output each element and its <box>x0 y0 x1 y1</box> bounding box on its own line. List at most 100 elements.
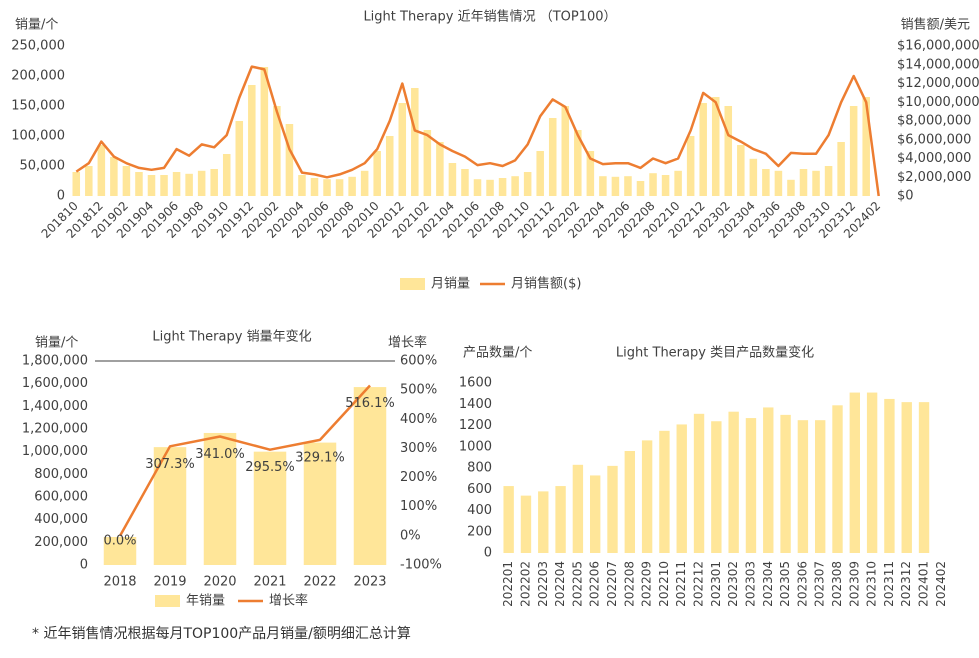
bar <box>353 387 387 565</box>
x-tick-label: 202202 <box>518 561 532 607</box>
x-tick-label: 202205 <box>570 561 584 607</box>
bar <box>97 145 106 196</box>
y-tick-label: 400 <box>467 503 492 518</box>
x-tick-label: 202306 <box>795 561 809 607</box>
bar <box>548 118 557 196</box>
bar <box>72 172 81 196</box>
y2-axis-label: 销售额/美元 <box>901 17 970 33</box>
y2-tick-label: 300% <box>400 441 437 456</box>
bar <box>135 172 143 196</box>
bar <box>724 106 733 196</box>
bar <box>815 420 826 553</box>
y2-tick-label: $4,000,000 <box>897 151 971 166</box>
y-tick-label: 100,000 <box>11 129 65 144</box>
chart-title: Light Therapy 近年销售情况 （TOP100） <box>363 9 616 25</box>
x-tick-label: 202305 <box>778 561 792 607</box>
bar <box>85 166 93 196</box>
bar <box>536 151 544 196</box>
bar <box>122 166 131 196</box>
x-tick-label: 202212 <box>692 561 706 607</box>
bar <box>866 392 878 553</box>
bar <box>797 420 809 553</box>
data-label: 307.3% <box>145 457 195 472</box>
bar <box>260 67 269 196</box>
y2-tick-label: 200% <box>400 470 437 485</box>
x-tick-label: 202308 <box>830 561 844 607</box>
bar <box>574 130 582 196</box>
y2-tick-label: $12,000,000 <box>897 76 979 91</box>
data-label: 329.1% <box>295 450 345 465</box>
bar <box>674 170 682 196</box>
bar <box>310 178 319 196</box>
bar <box>298 175 306 196</box>
legend-swatch <box>400 278 425 290</box>
x-tick-label: 202303 <box>743 561 757 607</box>
bar <box>745 418 757 553</box>
y2-tick-label: 100% <box>400 499 437 514</box>
line <box>75 65 880 197</box>
x-tick-label: 202207 <box>605 561 619 607</box>
x-tick-label: 202208 <box>622 561 636 607</box>
bar <box>728 411 739 553</box>
bar <box>676 424 687 553</box>
bar <box>590 475 601 553</box>
bar <box>749 158 758 196</box>
bar <box>686 136 695 196</box>
x-tick-label: 202304 <box>761 561 775 607</box>
x-tick-label: 202402 <box>934 561 948 607</box>
y-tick-label: 200,000 <box>11 69 65 84</box>
bar <box>849 106 858 196</box>
x-tick-label: 2019 <box>153 575 186 590</box>
y-tick-label: 600 <box>467 482 492 497</box>
bar <box>586 151 595 196</box>
y-tick-label: 1,000,000 <box>22 444 88 459</box>
line <box>118 384 371 537</box>
x-tick-label: 202203 <box>536 561 550 607</box>
bar <box>762 169 770 196</box>
y2-tick-label: $10,000,000 <box>897 95 979 110</box>
y-tick-label: 1200 <box>459 418 492 433</box>
y2-tick-label: $2,000,000 <box>897 170 971 185</box>
bar <box>348 176 356 196</box>
y-tick-label: 1,800,000 <box>22 354 88 369</box>
footnote: * 近年销售情况根据每月TOP100产品月销量/额明细汇总计算 <box>32 626 411 642</box>
y-tick-label: 1,200,000 <box>22 422 88 437</box>
bar <box>699 103 707 196</box>
x-tick-label: 2021 <box>253 575 286 590</box>
bar <box>774 170 783 196</box>
bar <box>511 176 519 196</box>
bar <box>599 176 607 196</box>
bar <box>210 169 218 196</box>
y-tick-label: 0 <box>80 558 88 573</box>
y-tick-label: 50,000 <box>20 159 66 174</box>
bar <box>253 451 287 565</box>
y-tick-label: 600,000 <box>34 490 88 505</box>
bar <box>711 97 720 196</box>
bar <box>555 486 566 553</box>
y-axis-label: 销量/个 <box>35 336 78 351</box>
bar <box>473 179 482 196</box>
y2-tick-label: $0 <box>897 189 914 204</box>
x-tick-label: 202312 <box>899 561 913 607</box>
bar <box>498 178 507 196</box>
bar <box>799 169 808 196</box>
bar <box>423 130 432 196</box>
x-tick-label: 2020 <box>203 575 236 590</box>
y2-axis-label: 增长率 <box>388 335 427 351</box>
x-tick-label: 202301 <box>709 561 723 607</box>
bar <box>448 163 457 196</box>
y-axis-label: 销量/个 <box>15 18 58 33</box>
bar <box>641 440 653 553</box>
data-label: 341.0% <box>195 447 245 462</box>
bar <box>398 103 407 196</box>
bar <box>222 154 231 196</box>
bar <box>172 172 181 196</box>
y-tick-label: 1400 <box>459 397 492 412</box>
bar <box>611 176 620 196</box>
bar <box>812 170 820 196</box>
bar <box>832 405 843 553</box>
y-axis-label: 产品数量/个 <box>463 346 532 361</box>
bar <box>824 166 833 196</box>
bar <box>661 175 670 196</box>
bar <box>787 179 795 196</box>
